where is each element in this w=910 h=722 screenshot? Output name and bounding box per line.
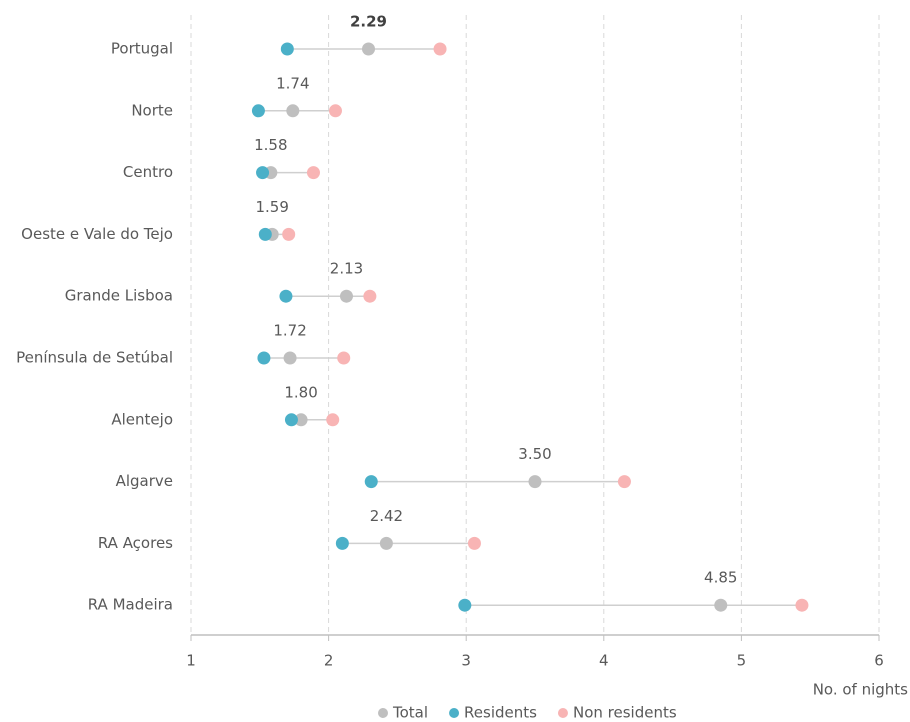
dot — [283, 351, 297, 365]
y-tick-label: Oeste e Vale do Tejo — [21, 225, 173, 243]
dot — [714, 598, 728, 612]
dot — [467, 536, 481, 550]
dot — [328, 104, 342, 118]
value-label: 1.59 — [255, 198, 288, 216]
dot — [617, 475, 631, 489]
dot — [364, 475, 378, 489]
dot — [294, 413, 308, 427]
dot — [458, 598, 472, 612]
dot — [280, 42, 294, 56]
y-tick-label: Portugal — [111, 40, 173, 58]
y-tick-label: Península de Setúbal — [16, 349, 173, 367]
dot — [362, 42, 376, 56]
dot — [258, 227, 272, 241]
dot — [279, 289, 293, 303]
y-tick-label: RA Açores — [98, 534, 173, 552]
x-tick-label: 5 — [737, 652, 747, 670]
x-tick-label: 4 — [599, 652, 609, 670]
dot — [257, 351, 271, 365]
y-tick-label: Algarve — [116, 472, 173, 490]
legend-marker — [378, 708, 388, 718]
y-tick-label: Norte — [131, 101, 173, 119]
x-axis-label: No. of nights — [813, 681, 908, 699]
value-label: 1.74 — [276, 74, 309, 92]
legend-label: Residents — [464, 704, 537, 722]
dot — [433, 42, 447, 56]
x-tick-label: 2 — [324, 652, 334, 670]
dot — [251, 104, 265, 118]
value-label: 3.50 — [518, 445, 551, 463]
dot — [286, 104, 300, 118]
x-tick-label: 6 — [874, 652, 884, 670]
dot — [326, 413, 340, 427]
dot — [363, 289, 377, 303]
legend-marker — [557, 708, 568, 718]
value-label: 1.80 — [284, 383, 317, 401]
dot — [339, 289, 353, 303]
dot — [282, 227, 296, 241]
dot — [306, 166, 320, 180]
x-tick-label: 1 — [186, 652, 196, 670]
y-tick-label: RA Madeira — [88, 596, 173, 614]
dot — [795, 598, 809, 612]
value-label: 1.58 — [254, 136, 287, 154]
dot — [335, 536, 349, 550]
dot — [528, 475, 542, 489]
value-label: 2.13 — [330, 260, 363, 278]
value-label: 2.42 — [370, 507, 403, 525]
value-label: 1.72 — [273, 322, 306, 340]
value-label: 2.29 — [350, 13, 387, 31]
dot — [256, 166, 270, 180]
dot — [284, 413, 298, 427]
legend-marker — [449, 708, 460, 718]
legend-label: Total — [392, 704, 428, 722]
y-tick-label: Alentejo — [111, 410, 173, 428]
legend-label: Non residents — [573, 704, 677, 722]
dot — [379, 536, 393, 550]
x-tick-label: 3 — [461, 652, 471, 670]
dot — [337, 351, 351, 365]
value-label: 4.85 — [704, 569, 737, 587]
y-tick-label: Grande Lisboa — [65, 287, 173, 305]
y-tick-label: Centro — [123, 163, 173, 181]
